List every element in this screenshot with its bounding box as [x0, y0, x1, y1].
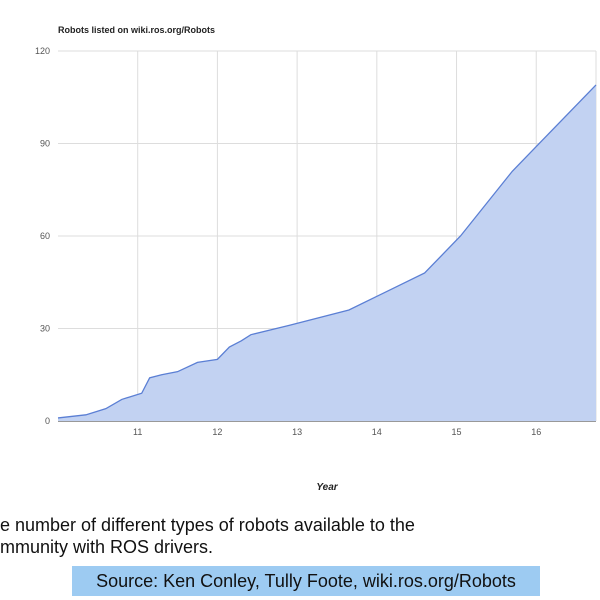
x-tick-label: 11	[133, 427, 142, 437]
y-tick-label: 60	[40, 231, 50, 241]
series-line	[57, 84, 597, 419]
y-tick-label: 120	[35, 46, 50, 56]
tick-labels: 0 30 60 90 120 11 12 13 14 15 16	[35, 46, 541, 437]
series-area-fill	[58, 84, 596, 422]
y-tick-label: 30	[40, 324, 50, 334]
x-tick-label: 13	[292, 427, 302, 437]
y-tick-label: 0	[45, 416, 50, 426]
y-tick-label: 90	[40, 139, 50, 149]
x-tick-label: 12	[212, 427, 222, 437]
caption-line-2: mmunity with ROS drivers.	[0, 537, 214, 557]
x-tick-label: 15	[452, 427, 462, 437]
robots-area-chart: 0 30 60 90 120 11 12 13 14 15 16 Year	[35, 46, 597, 493]
caption: e number of different types of robots av…	[0, 514, 560, 558]
caption-line-1: e number of different types of robots av…	[0, 515, 415, 535]
x-tick-label: 14	[372, 427, 382, 437]
chart-title: Robots listed on wiki.ros.org/Robots	[58, 25, 216, 35]
x-tick-label: 16	[531, 427, 541, 437]
x-axis-label: Year	[316, 482, 338, 493]
source-banner: Source: Ken Conley, Tully Foote, wiki.ro…	[72, 566, 540, 596]
